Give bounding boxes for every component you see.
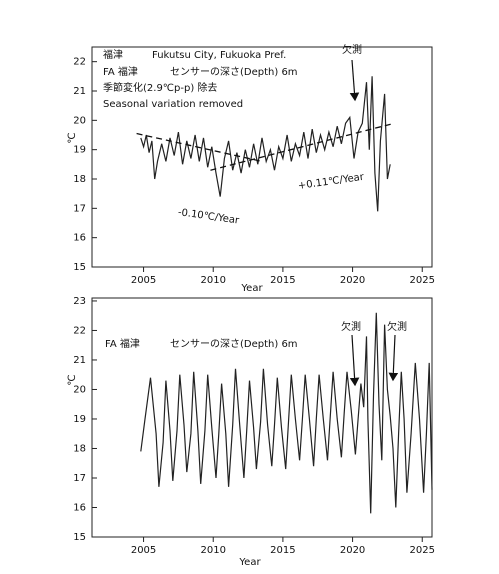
y-tick-label: 21: [73, 86, 86, 97]
y-tick-label: 20: [73, 384, 86, 395]
arrow: [349, 334, 360, 387]
x-tick-label: 2025: [410, 275, 435, 286]
y-tick-label: 18: [73, 174, 86, 185]
arrow: [349, 59, 360, 102]
x-tick-label: 2010: [201, 275, 226, 286]
y-tick-label: 19: [73, 414, 86, 425]
y-tick-label: 18: [73, 443, 86, 454]
y-tick-label: 19: [73, 145, 86, 156]
y-tick-label: 17: [73, 203, 86, 214]
x-tick-label: 2005: [131, 275, 156, 286]
annotation: Seasonal variation removed: [103, 99, 243, 110]
x-tick-label: 2010: [201, 545, 226, 556]
annotation: 欠測: [341, 320, 361, 333]
y-tick-label: 22: [73, 57, 86, 68]
trend-line: [136, 132, 263, 163]
y-tick-label: 15: [73, 532, 86, 543]
annotation: 福津: [103, 48, 123, 61]
x-axis-label: Year: [238, 557, 261, 568]
y-tick-label: 21: [73, 355, 86, 366]
plot-frame: [91, 46, 433, 268]
y-tick-label: 23: [73, 296, 86, 307]
annotation: Fukutsu City, Fukuoka Pref.: [152, 50, 286, 61]
annotation: センサーの深さ(Depth) 6m: [170, 66, 298, 78]
y-axis-label: ℃: [67, 132, 78, 143]
annotation: センサーの深さ(Depth) 6m: [170, 338, 298, 350]
annotation: FA 福津: [103, 65, 138, 78]
y-tick-label: 17: [73, 473, 86, 484]
x-tick-label: 2020: [340, 545, 365, 556]
annotation: FA 福津: [105, 337, 140, 350]
x-tick-label: 2020: [340, 275, 365, 286]
y-tick-label: 22: [73, 325, 86, 336]
y-tick-label: 15: [73, 262, 86, 273]
y-tick-label: 16: [73, 233, 86, 244]
annotation: 欠測: [387, 320, 407, 333]
x-tick-label: 2005: [131, 545, 156, 556]
trend-line: [210, 122, 395, 171]
y-axis-label: ℃: [67, 374, 78, 385]
x-axis-label: Year: [240, 283, 263, 294]
y-tick-label: 16: [73, 502, 86, 513]
y-tick-label: 20: [73, 115, 86, 126]
data-line: [140, 76, 391, 212]
annotation: 欠測: [342, 43, 362, 56]
data-line: [140, 312, 433, 514]
x-tick-label: 2015: [270, 545, 295, 556]
arrow: [388, 334, 399, 382]
annotation: 季節変化(2.9℃p-p) 除去: [103, 81, 217, 94]
trend-label: -0.10℃/Year: [177, 207, 240, 227]
plot-frame: [91, 297, 433, 538]
x-tick-label: 2015: [270, 275, 295, 286]
x-tick-label: 2025: [410, 545, 435, 556]
trend-label: +0.11℃/Year: [297, 172, 365, 192]
